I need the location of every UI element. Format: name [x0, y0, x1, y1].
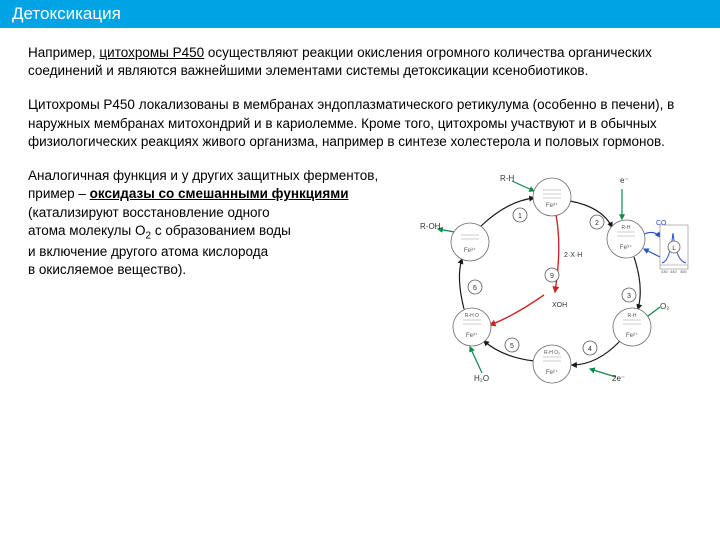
svg-text:Fe²⁺: Fe²⁺ [546, 369, 558, 376]
svg-text:Fe³⁺: Fe³⁺ [466, 332, 478, 339]
svg-text:R-OH: R-OH [420, 222, 441, 231]
svg-text:2: 2 [595, 220, 599, 227]
header-title: Детоксикация [12, 4, 121, 23]
slide-header: Детоксикация [0, 0, 720, 28]
svg-text:9: 9 [550, 273, 554, 280]
svg-text:1: 1 [518, 213, 522, 220]
svg-text:R-H: R-H [500, 174, 514, 183]
cycle-svg: CO 430 440 450 [412, 167, 692, 387]
paragraph-1: Например, цитохромы Р450 осуществляют ре… [28, 44, 692, 80]
svg-text:Fe³⁺: Fe³⁺ [464, 247, 476, 254]
paragraph-3: Аналогичная функция и у других защитных … [28, 167, 404, 387]
svg-text:R-H: R-H [622, 225, 631, 231]
svg-text:2·X·H: 2·X·H [564, 252, 582, 259]
cytochrome-term: цитохромы Р450 [99, 45, 204, 60]
cycle-diagram: CO 430 440 450 [412, 167, 692, 387]
svg-text:R-H O: R-H O [465, 313, 479, 319]
bottom-section: Аналогичная функция и у других защитных … [28, 167, 692, 387]
svg-text:R-H: R-H [628, 313, 637, 319]
svg-text:Fe²⁺: Fe²⁺ [626, 332, 638, 339]
slide-content: Например, цитохромы Р450 осуществляют ре… [0, 28, 720, 387]
svg-text:2e⁻: 2e⁻ [612, 374, 625, 383]
oxidase-term: оксидазы со смешанными функциями [90, 186, 349, 201]
svg-text:Fe³⁺: Fe³⁺ [620, 244, 632, 251]
svg-text:450: 450 [680, 269, 687, 274]
svg-text:XOH: XOH [552, 302, 567, 309]
svg-text:Fe³⁺: Fe³⁺ [546, 202, 558, 209]
svg-text:e⁻: e⁻ [620, 176, 629, 185]
svg-text:6: 6 [473, 285, 477, 292]
svg-text:R-H O₂: R-H O₂ [544, 350, 560, 356]
svg-text:H₂O: H₂O [474, 374, 489, 383]
paragraph-2: Цитохромы Р450 локализованы в мембранах … [28, 96, 692, 151]
svg-text:3: 3 [627, 293, 631, 300]
svg-text:5: 5 [510, 343, 514, 350]
svg-text:O₂: O₂ [660, 302, 669, 311]
svg-text:430: 430 [661, 269, 668, 274]
svg-text:4: 4 [588, 346, 592, 353]
svg-text:440: 440 [670, 269, 677, 274]
